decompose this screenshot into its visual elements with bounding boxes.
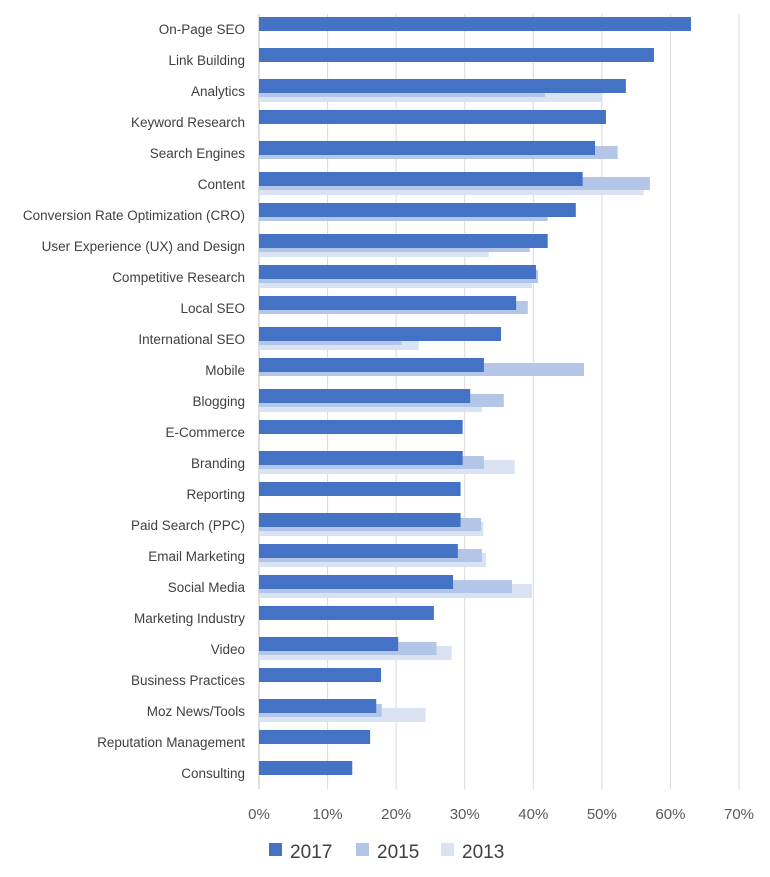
category-label: Content [198, 177, 246, 192]
bar-2017 [259, 420, 463, 434]
category-label: Marketing Industry [134, 611, 245, 626]
bar-2017 [259, 358, 484, 372]
category-label: Reputation Management [97, 735, 245, 750]
bar-2017 [259, 110, 606, 124]
bar-2017 [259, 513, 461, 527]
category-label: Competitive Research [112, 270, 245, 285]
category-label: Mobile [205, 363, 245, 378]
bar-2017 [259, 575, 454, 589]
legend-swatch-2013 [441, 843, 454, 856]
bar-2017 [259, 699, 377, 713]
bar-2017 [259, 234, 548, 248]
category-label: Paid Search (PPC) [131, 518, 245, 533]
bar-2017 [259, 296, 517, 310]
x-tick-label: 40% [518, 806, 548, 823]
bar-2017 [259, 79, 626, 93]
x-tick-label: 0% [248, 806, 270, 823]
bar-2017 [259, 451, 463, 465]
x-tick-label: 10% [313, 806, 343, 823]
bar-2017 [259, 17, 691, 31]
x-tick-label: 20% [381, 806, 411, 823]
legend: 2017 2015 2013 [269, 842, 504, 863]
bar-2017 [259, 637, 399, 651]
category-label: On-Page SEO [159, 22, 245, 37]
category-label: Reporting [186, 487, 245, 502]
category-labels: On-Page SEO Link Building Analytics Keyword… [23, 22, 246, 781]
category-label: Video [211, 642, 245, 657]
bar-2017 [259, 730, 371, 744]
legend-label: 2015 [377, 842, 419, 863]
legend-label: 2013 [462, 842, 504, 863]
x-axis-ticks: 0% 10% 20% 30% 40% 50% 60% 70% [248, 806, 754, 823]
bar-2017 [259, 668, 382, 682]
category-label: Business Practices [131, 673, 245, 688]
legend-swatch-2015 [356, 843, 369, 856]
category-label: International SEO [138, 332, 245, 347]
bar-2017 [259, 172, 583, 186]
category-label: Consulting [181, 766, 245, 781]
category-label: Email Marketing [148, 549, 245, 564]
bar-2017 [259, 606, 434, 620]
legend-label: 2017 [290, 842, 332, 863]
bar-2017 [259, 544, 458, 558]
x-tick-label: 50% [587, 806, 617, 823]
category-label: Branding [191, 456, 245, 471]
bar-2017 [259, 141, 595, 155]
category-label: Search Engines [150, 146, 246, 161]
category-label: Conversion Rate Optimization (CRO) [23, 208, 245, 223]
bar-2017 [259, 203, 576, 217]
category-label: Analytics [191, 84, 245, 99]
category-label: Local SEO [180, 301, 245, 316]
category-label: E-Commerce [165, 425, 245, 440]
category-label: Keyword Research [131, 115, 245, 130]
x-tick-label: 60% [655, 806, 685, 823]
category-label: Link Building [168, 53, 245, 68]
category-label: Blogging [192, 394, 245, 409]
bar-2017 [259, 761, 353, 775]
bar-2017 [259, 48, 654, 62]
category-label: User Experience (UX) and Design [42, 239, 245, 254]
legend-swatch-2017 [269, 843, 282, 856]
category-label: Social Media [168, 580, 246, 595]
bar-2017 [259, 389, 471, 403]
bar-2017 [259, 482, 461, 496]
bars [259, 17, 691, 775]
x-tick-label: 70% [724, 806, 754, 823]
bar-2017 [259, 265, 537, 279]
x-tick-label: 30% [450, 806, 480, 823]
category-label: Moz News/Tools [147, 704, 246, 719]
bar-2017 [259, 327, 502, 341]
